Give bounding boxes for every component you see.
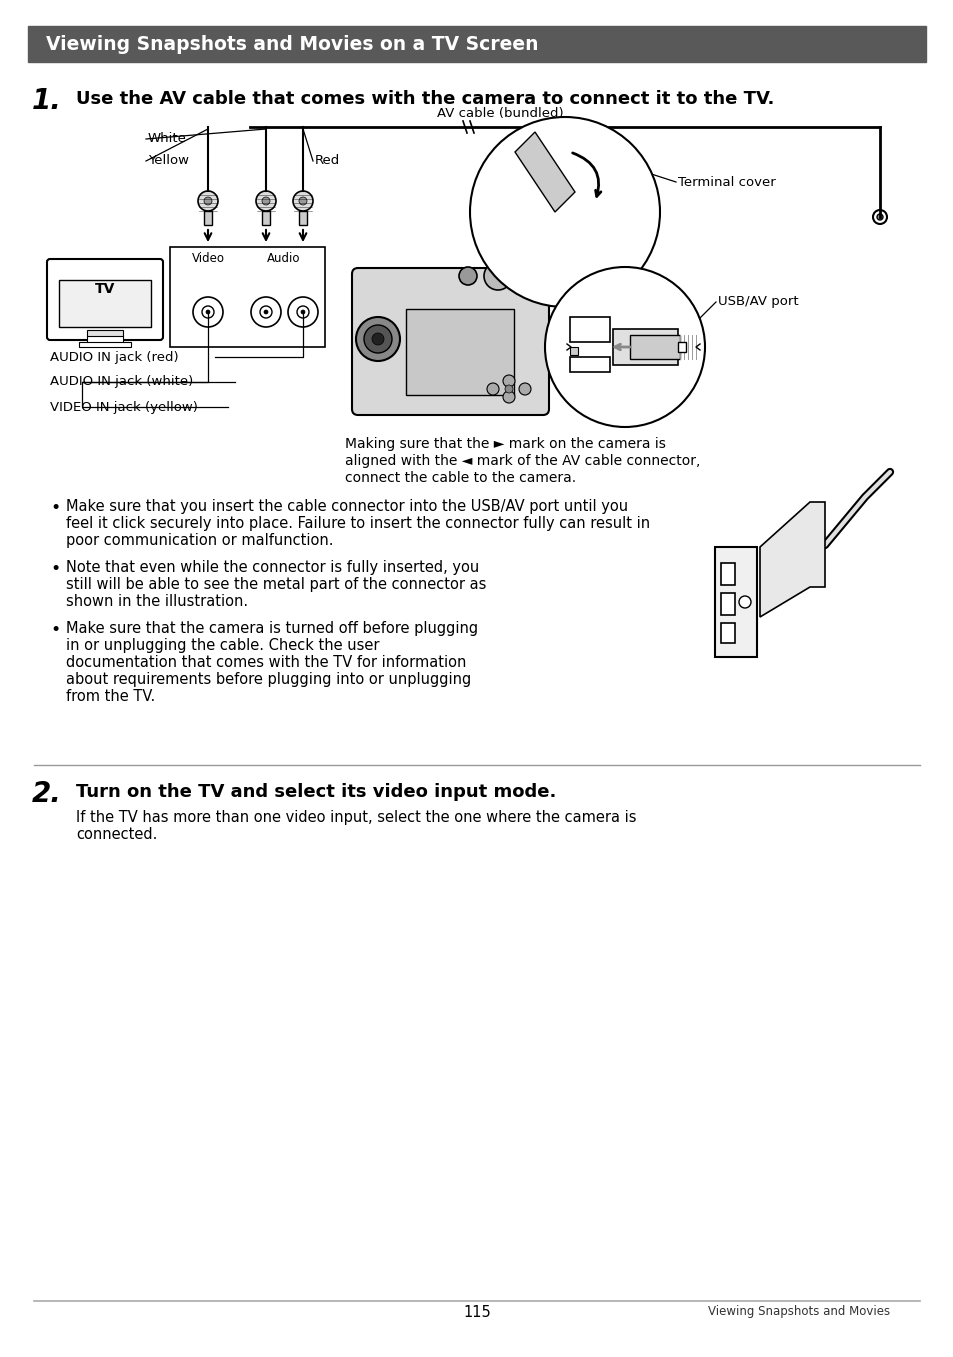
Circle shape [876,214,882,220]
Bar [678,342,685,351]
FancyBboxPatch shape [47,259,163,341]
Circle shape [296,305,309,318]
Text: still will be able to see the metal part of the connector as: still will be able to see the metal part… [66,577,486,592]
Circle shape [502,375,515,387]
FancyBboxPatch shape [352,267,548,415]
Text: USB/AV port: USB/AV port [718,296,798,308]
Text: Viewing Snapshots and Movies on a TV Screen: Viewing Snapshots and Movies on a TV Scr… [46,34,537,53]
Circle shape [255,191,275,210]
Circle shape [372,332,384,345]
Bar [298,210,307,225]
Text: connect the cable to the camera.: connect the cable to the camera. [345,471,576,484]
Text: AV cable (bundled): AV cable (bundled) [436,107,562,119]
Text: TV: TV [94,282,115,296]
Circle shape [288,297,317,327]
Text: Note that even while the connector is fully inserted, you: Note that even while the connector is fu… [66,560,478,575]
Bar [720,593,734,615]
Circle shape [264,309,268,313]
Bar [262,210,270,225]
Text: Use the AV cable that comes with the camera to connect it to the TV.: Use the AV cable that comes with the cam… [76,90,774,109]
Circle shape [544,267,704,427]
Circle shape [260,305,272,318]
Text: 1.: 1. [32,87,62,115]
Text: connected.: connected. [76,826,157,841]
Bar [613,328,678,365]
Bar [569,347,578,356]
Circle shape [204,197,212,205]
Text: Yellow: Yellow [148,155,189,167]
Polygon shape [760,502,824,617]
Circle shape [502,391,515,403]
Text: 115: 115 [462,1305,491,1320]
Circle shape [458,267,476,285]
Bar [79,342,131,347]
Circle shape [301,309,305,313]
Text: poor communication or malfunction.: poor communication or malfunction. [66,533,334,548]
Text: Viewing Snapshots and Movies: Viewing Snapshots and Movies [707,1305,889,1318]
Circle shape [293,191,313,210]
Circle shape [486,383,498,395]
Text: feel it click securely into place. Failure to insert the connector fully can res: feel it click securely into place. Failu… [66,516,649,531]
Text: Red: Red [314,155,340,167]
Bar [569,318,609,342]
Circle shape [298,197,307,205]
Bar [720,563,734,585]
Text: shown in the illustration.: shown in the illustration. [66,594,248,609]
Text: 2.: 2. [32,780,62,807]
Text: Turn on the TV and select its video input mode.: Turn on the TV and select its video inpu… [76,783,556,801]
Text: Video: Video [192,252,224,265]
Circle shape [504,385,513,394]
Text: •: • [50,499,60,517]
Circle shape [251,297,281,327]
Circle shape [206,309,210,313]
Text: •: • [50,622,60,639]
Text: in or unplugging the cable. Check the user: in or unplugging the cable. Check the us… [66,638,379,653]
Circle shape [739,596,750,608]
Bar [59,280,151,327]
Bar [720,623,734,643]
Polygon shape [515,132,575,212]
Bar [170,247,325,347]
Bar [87,335,123,345]
Bar [569,357,609,372]
Bar [87,330,123,337]
Circle shape [202,305,213,318]
Circle shape [470,117,659,307]
Text: White: White [148,133,187,145]
Bar [629,335,679,360]
Text: Making sure that the ► mark on the camera is: Making sure that the ► mark on the camer… [345,437,665,451]
Bar [714,547,757,657]
Bar [406,309,514,395]
Text: documentation that comes with the TV for information: documentation that comes with the TV for… [66,655,466,670]
Circle shape [193,297,223,327]
Circle shape [872,210,886,224]
Text: If the TV has more than one video input, select the one where the camera is: If the TV has more than one video input,… [76,810,636,825]
Text: from the TV.: from the TV. [66,689,155,704]
Text: Terminal cover: Terminal cover [678,175,775,189]
Text: Make sure that the camera is turned off before plugging: Make sure that the camera is turned off … [66,622,477,636]
Text: AUDIO IN jack (red): AUDIO IN jack (red) [50,350,178,364]
Text: about requirements before plugging into or unplugging: about requirements before plugging into … [66,672,471,687]
Circle shape [355,318,399,361]
Text: Audio: Audio [267,252,300,265]
Text: AUDIO IN jack (white): AUDIO IN jack (white) [50,376,193,388]
Bar [204,210,212,225]
Circle shape [198,191,218,210]
Text: •: • [50,560,60,578]
Text: Make sure that you insert the cable connector into the USB/AV port until you: Make sure that you insert the cable conn… [66,499,627,514]
Bar [28,26,925,62]
Circle shape [483,262,512,290]
Circle shape [262,197,270,205]
Text: VIDEO IN jack (yellow): VIDEO IN jack (yellow) [50,400,197,414]
Circle shape [518,383,531,395]
Text: aligned with the ◄ mark of the AV cable connector,: aligned with the ◄ mark of the AV cable … [345,455,700,468]
Circle shape [364,324,392,353]
